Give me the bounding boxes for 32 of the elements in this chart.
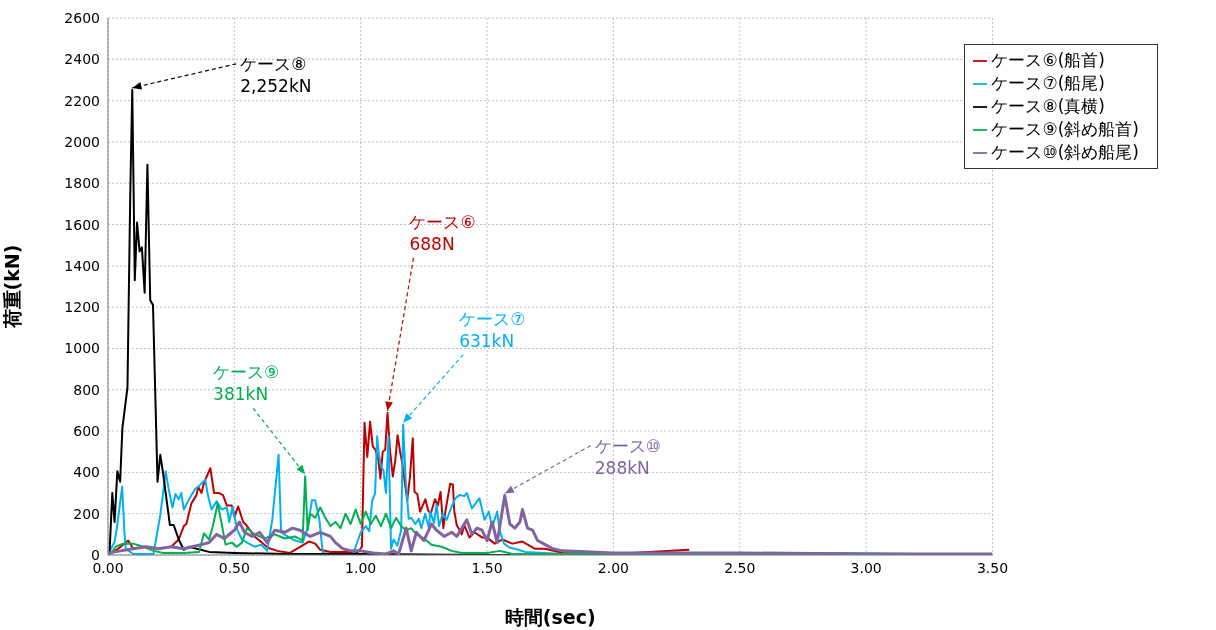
y-tick-label: 1600	[64, 216, 100, 233]
y-tick-label: 200	[73, 505, 100, 522]
y-tick-label: 800	[73, 381, 100, 398]
annotation: ケース⑥ 688N	[409, 211, 476, 254]
x-tick-label: 0.50	[218, 559, 250, 576]
y-tick-label: 1800	[64, 175, 100, 192]
y-tick-label: 2400	[64, 51, 100, 68]
legend-label: ケース⑥(船首)	[991, 50, 1105, 70]
y-tick-label: 1400	[64, 257, 100, 274]
y-tick-label: 2200	[64, 92, 100, 109]
y-axis-title: 荷重(kN)	[0, 244, 23, 330]
legend-label: ケース⑦(船尾)	[991, 73, 1105, 93]
annotation: ケース⑨ 381kN	[213, 362, 280, 405]
x-tick-label: 1.00	[345, 559, 377, 576]
x-tick-label: 2.00	[597, 559, 630, 576]
y-tick-label: 1000	[64, 340, 100, 357]
annotation: ケース⑩ 288kN	[594, 435, 661, 478]
legend-label: ケース⑨(斜め船首)	[991, 119, 1139, 139]
y-tick-label: 2000	[64, 133, 100, 150]
legend-label: ケース⑧(真横)	[991, 96, 1105, 116]
annotation: ケース⑦ 631kN	[459, 308, 526, 351]
annotation: ケース⑧ 2,252kN	[240, 53, 312, 96]
x-axis-title: 時間(sec)	[504, 606, 596, 628]
x-tick-label: 3.00	[850, 559, 882, 576]
y-tick-label: 2600	[64, 9, 100, 26]
x-tick-label: 2.50	[724, 559, 756, 576]
legend-label: ケース⑩(斜め船尾)	[991, 142, 1139, 162]
y-tick-label: 600	[73, 423, 100, 440]
x-tick-label: 3.50	[976, 559, 1009, 576]
y-tick-label: 1200	[64, 299, 100, 316]
x-tick-label: 1.50	[471, 559, 503, 576]
y-tick-label: 400	[73, 464, 100, 481]
